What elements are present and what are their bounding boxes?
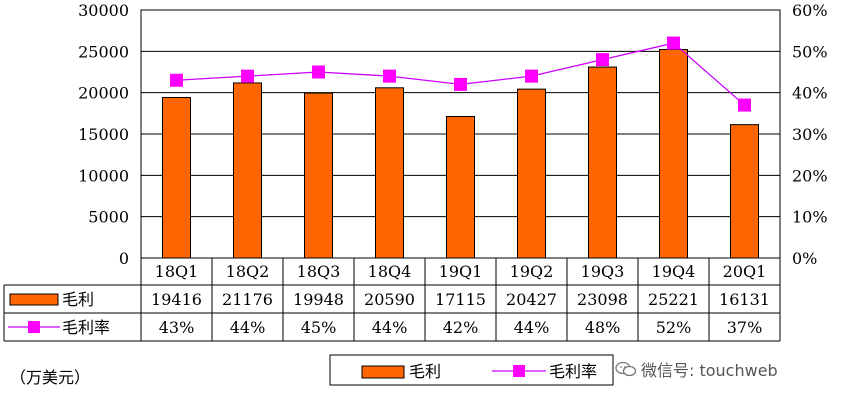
margin-point <box>383 69 396 83</box>
y-tick-left: 10000 <box>78 166 129 185</box>
table-value-margin: 44% <box>372 318 408 337</box>
y-tick-right: 20% <box>792 166 828 185</box>
category-label: 19Q1 <box>439 262 483 281</box>
table-value-gross-profit: 25221 <box>648 290 699 309</box>
y-tick-right: 50% <box>792 42 828 61</box>
bar <box>162 96 191 259</box>
bar <box>304 92 333 259</box>
bar <box>233 82 262 259</box>
y-tick-left: 0 <box>119 249 129 268</box>
table-value-margin: 42% <box>443 318 479 337</box>
table-value-margin: 45% <box>301 318 337 337</box>
y-tick-right: 0% <box>792 249 817 268</box>
table-key-marker <box>28 321 40 333</box>
y-tick-left: 30000 <box>78 1 129 20</box>
category-label: 19Q3 <box>581 262 625 281</box>
y-tick-left: 20000 <box>78 84 129 103</box>
legend-label: 毛利 <box>409 362 441 381</box>
table-value-margin: 44% <box>514 318 550 337</box>
bar <box>446 116 475 259</box>
table-row-label: 毛利 <box>62 290 94 309</box>
table-value-gross-profit: 20427 <box>506 290 557 309</box>
bar <box>375 87 404 259</box>
table-value-gross-profit: 23098 <box>577 290 628 309</box>
margin-point <box>170 73 183 87</box>
table-value-gross-profit: 20590 <box>364 290 415 309</box>
table-value-margin: 48% <box>585 318 621 337</box>
table-value-margin: 43% <box>159 318 195 337</box>
y-tick-right: 60% <box>792 1 828 20</box>
table-value-gross-profit: 16131 <box>719 290 770 309</box>
watermark: 微信号: touchweb <box>615 357 778 381</box>
y-tick-left: 25000 <box>78 42 129 61</box>
margin-point <box>525 69 538 83</box>
wechat-icon <box>615 361 637 377</box>
margin-point <box>241 69 254 83</box>
unit-label: （万美元） <box>10 368 91 387</box>
bar <box>517 88 546 259</box>
category-label: 20Q1 <box>723 262 767 281</box>
table-key-bar <box>9 293 59 306</box>
table-value-margin: 52% <box>656 318 692 337</box>
y-tick-right: 10% <box>792 208 828 227</box>
legend-label: 毛利率 <box>549 362 597 381</box>
bar <box>730 124 759 259</box>
margin-point <box>454 77 467 91</box>
bar <box>588 66 617 259</box>
category-label: 18Q2 <box>226 262 270 281</box>
watermark-text: 微信号: touchweb <box>641 361 778 380</box>
y-tick-right: 40% <box>792 84 828 103</box>
table-value-gross-profit: 19416 <box>151 290 202 309</box>
table-row-label: 毛利率 <box>62 318 110 337</box>
bar <box>659 49 688 259</box>
category-label: 18Q4 <box>368 262 412 281</box>
legend-key-bar <box>361 365 405 379</box>
legend-key-marker <box>513 365 525 377</box>
margin-point <box>596 53 609 67</box>
category-label: 19Q2 <box>510 262 554 281</box>
margin-point <box>667 36 680 50</box>
y-tick-left: 15000 <box>78 125 129 144</box>
table-value-margin: 37% <box>727 318 763 337</box>
y-tick-right: 30% <box>792 125 828 144</box>
margin-point <box>312 65 325 79</box>
table-value-margin: 44% <box>230 318 266 337</box>
category-label: 19Q4 <box>652 262 696 281</box>
table-value-gross-profit: 19948 <box>293 290 344 309</box>
margin-point <box>738 98 751 112</box>
category-label: 18Q1 <box>155 262 199 281</box>
table-value-gross-profit: 17115 <box>435 290 486 309</box>
table-value-gross-profit: 21176 <box>222 290 273 309</box>
category-label: 18Q3 <box>297 262 341 281</box>
y-tick-left: 5000 <box>88 208 129 227</box>
